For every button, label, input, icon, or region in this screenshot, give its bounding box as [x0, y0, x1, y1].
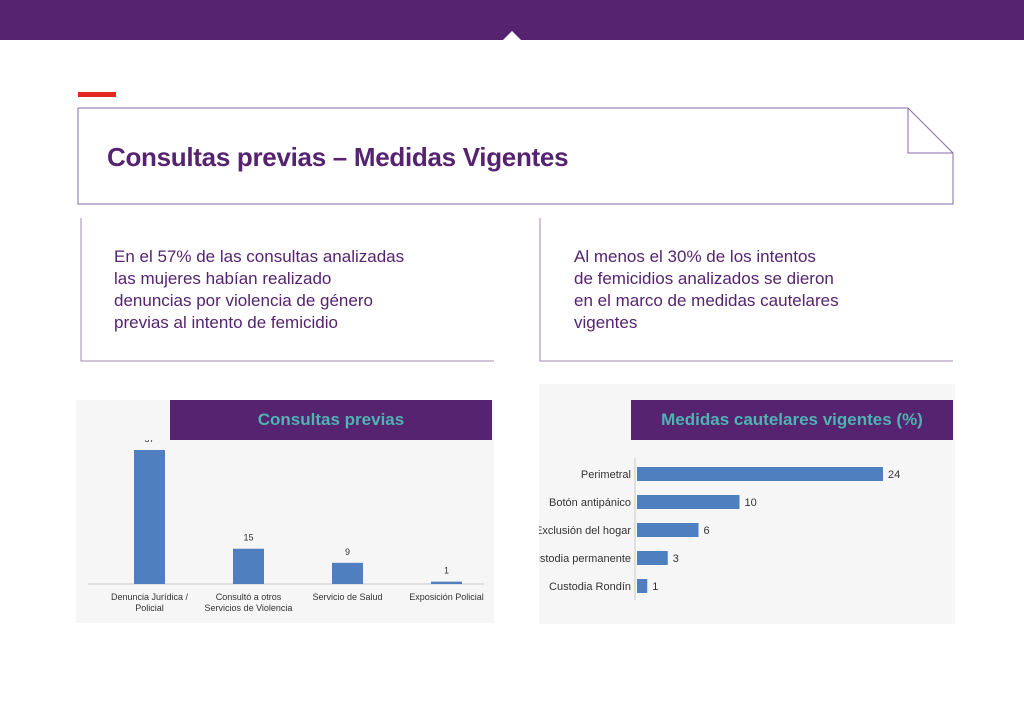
tick-label: Perimetral [581, 469, 631, 481]
info-line: denuncias por violencia de género [114, 291, 373, 310]
info-text-medidas: Al menos el 30% de los intentos de femic… [574, 246, 914, 334]
tick-label: Custodia Rondín [549, 581, 631, 593]
tick-label: Exclusión del hogar [539, 525, 631, 537]
info-text-consultas: En el 57% de las consultas analizadas la… [114, 246, 454, 334]
info-line: vigentes [574, 313, 638, 332]
chart-consultas-title: Consultas previas [170, 400, 492, 440]
data-label: 1 [652, 581, 658, 593]
bar [431, 581, 462, 584]
bar [637, 467, 883, 481]
chart-medidas-title: Medidas cautelares vigentes (%) [631, 400, 953, 440]
tick-label: Botón antipánico [549, 497, 631, 509]
info-line: En el 57% de las consultas analizadas [114, 247, 405, 266]
info-line: las mujeres habían realizado [114, 269, 332, 288]
tick-label: Policial [135, 603, 164, 613]
chart-consultas: 57 Denuncia Jurídica /Policial 15 Consultó … [88, 440, 484, 613]
data-label: 24 [888, 469, 900, 481]
tick-label: Custodia permanente [539, 553, 631, 565]
bar [637, 551, 668, 565]
data-label: 1 [444, 566, 449, 576]
data-label: 10 [745, 497, 757, 509]
bar [233, 548, 264, 584]
data-label: 3 [673, 553, 679, 565]
bar [332, 562, 363, 584]
tick-label: Exposición Policial [409, 592, 484, 602]
chart-medidas: Perimetral 24 Botón antipánico 10 Exclusión … [539, 458, 900, 600]
bar [637, 579, 648, 593]
tick-label: Servicios de Violencia [205, 603, 293, 613]
info-line: Al menos el 30% de los intentos [574, 247, 816, 266]
bar [637, 495, 740, 509]
bar [637, 523, 699, 537]
data-label: 6 [704, 525, 710, 537]
info-line: de femicidios analizados se dieron [574, 269, 834, 288]
data-label: 57 [144, 440, 154, 444]
tick-label: Servicio de Salud [312, 592, 382, 602]
data-label: 9 [345, 547, 350, 557]
tick-label: Consultó a otros [216, 592, 282, 602]
data-label: 15 [243, 533, 253, 543]
tick-label: Denuncia Jurídica / [111, 592, 189, 602]
bar [134, 450, 165, 584]
page-title: Consultas previas – Medidas Vigentes [107, 142, 569, 172]
accent-dash [78, 92, 116, 97]
info-line: previas al intento de femicidio [114, 313, 338, 332]
top-bar-notch [502, 31, 522, 41]
info-line: en el marco de medidas cautelares [574, 291, 839, 310]
